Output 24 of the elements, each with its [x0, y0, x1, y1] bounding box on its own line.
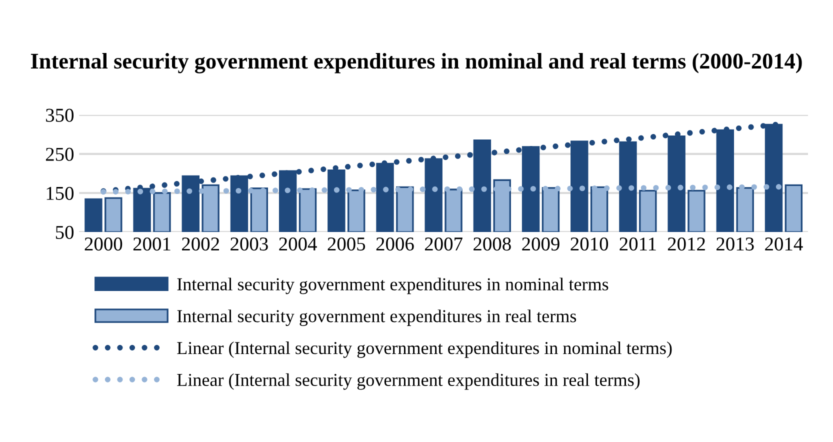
legend-label: Linear (Internal security government expenditures in real terms) — [177, 373, 640, 390]
legend-label: Internal security government expenditures in real terms — [177, 310, 576, 326]
x-tick-label: 2010 — [570, 237, 608, 251]
x-tick-label: 2013 — [716, 237, 754, 251]
x-tick-label: 2000 — [84, 237, 122, 251]
x-tick-label: 2009 — [522, 237, 560, 251]
x-tick-label: 2012 — [668, 237, 705, 251]
x-tick-label: 2004 — [279, 237, 317, 251]
legend-label: Internal security government expenditures in nominal terms — [177, 278, 608, 294]
x-tick-label: 2006 — [376, 237, 414, 251]
legend-label: Linear (Internal security government expenditures in nominal terms) — [177, 341, 672, 358]
x-tick-label: 2007 — [424, 237, 462, 251]
x-tick-label: 2014 — [765, 237, 803, 251]
x-tick-label: 2003 — [230, 237, 268, 251]
x-tick-label: 2001 — [133, 237, 170, 251]
chart-title: Internal security government expenditures in nominal and real terms (2000-2014) — [30, 53, 802, 74]
x-tick-label: 2011 — [620, 237, 656, 251]
y-tick-label: 250 — [46, 148, 74, 161]
x-tick-label: 2002 — [182, 237, 219, 251]
x-tick-label: 2008 — [474, 237, 511, 251]
x-tick-label: 2005 — [328, 237, 366, 251]
y-tick-label: 50 — [56, 226, 74, 239]
y-tick-label: 150 — [46, 186, 74, 200]
y-tick-label: 350 — [46, 108, 74, 122]
